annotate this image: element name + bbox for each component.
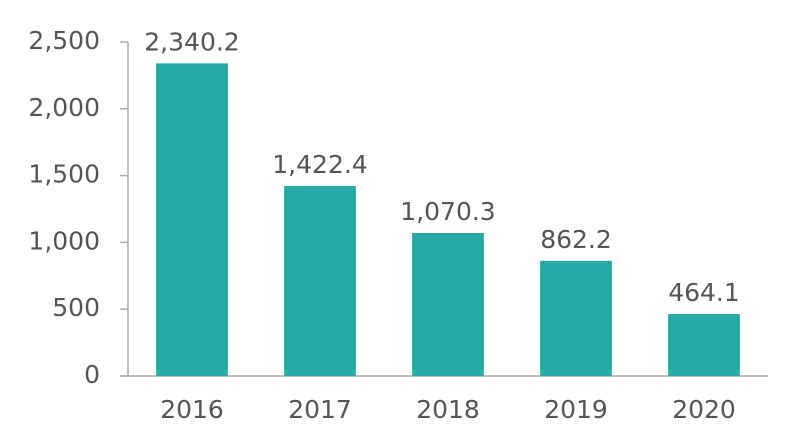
- x-tick-label: 2018: [416, 395, 480, 424]
- x-tick-label: 2019: [544, 395, 608, 424]
- y-tick-label: 500: [52, 293, 100, 322]
- y-tick-label: 1,500: [28, 160, 100, 189]
- y-tick-label: 2,000: [28, 93, 100, 122]
- bar: [412, 233, 484, 376]
- value-label: 464.1: [668, 278, 740, 307]
- bar: [668, 313, 740, 376]
- x-tick-label: 2016: [160, 395, 224, 424]
- bar: [540, 260, 612, 376]
- y-tick-label: 2,500: [28, 26, 100, 55]
- value-label: 1,070.3: [400, 197, 495, 226]
- bar: [156, 63, 228, 377]
- value-label: 1,422.4: [272, 150, 367, 179]
- y-tick-label: 1,000: [28, 226, 100, 255]
- x-tick-label: 2017: [288, 395, 352, 424]
- value-label: 2,340.2: [144, 27, 239, 56]
- bar: [284, 185, 356, 376]
- value-label: 862.2: [540, 225, 612, 254]
- x-tick-label: 2020: [672, 395, 736, 424]
- y-tick-label: 0: [84, 360, 100, 389]
